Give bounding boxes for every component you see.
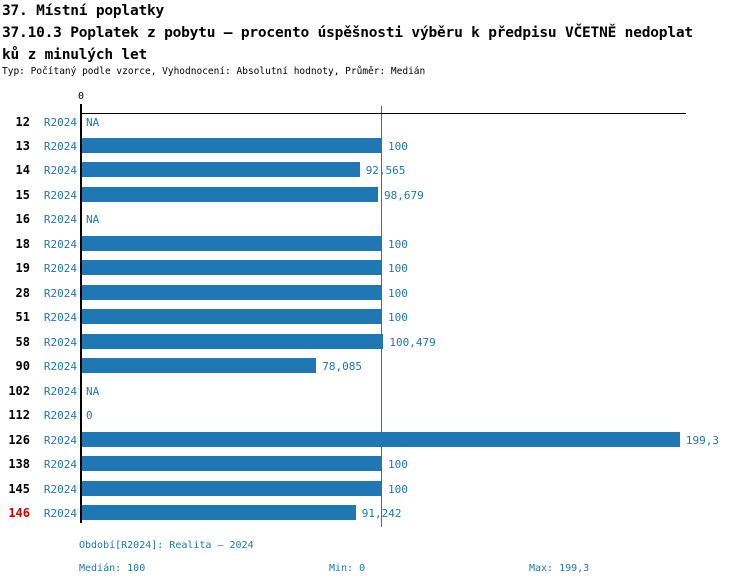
bar (82, 260, 382, 276)
page-title-line3: ků z minulých let (2, 47, 148, 63)
row-series-label: R2024 (43, 139, 77, 153)
footer-min-label: Min: 0 (329, 563, 366, 574)
row-series-label: R2024 (43, 213, 77, 227)
row-category-label: 145 (8, 481, 30, 496)
row-category-label: 58 (15, 334, 30, 349)
row-category-label: 16 (15, 212, 30, 227)
bar (82, 309, 382, 325)
value-label: 92,565 (365, 164, 406, 178)
chart-subtitle: Typ: Počítaný podle vzorce, Vyhodnocení:… (2, 66, 426, 77)
row-series-label: R2024 (43, 335, 77, 349)
row-category-label: 146 (8, 506, 30, 521)
value-label: 78,085 (322, 360, 362, 374)
row-category-label: 19 (15, 261, 30, 276)
row-series-label: R2024 (43, 384, 77, 398)
row-category-label: 12 (15, 114, 30, 129)
row-category-label: 90 (15, 359, 30, 374)
value-label: 100,479 (389, 335, 436, 349)
row-category-label: 102 (8, 383, 30, 398)
bar (82, 456, 382, 472)
page-title-line2: 37.10.3 Poplatek z pobytu – procento úsp… (2, 25, 693, 41)
value-label: 100 (388, 311, 408, 325)
row-category-label: 14 (15, 163, 30, 178)
bar (82, 284, 382, 300)
x-axis-line (80, 113, 686, 114)
x-axis-zero-tick-label: 0 (77, 91, 85, 102)
value-label: NA (86, 115, 100, 129)
value-label: 0 (86, 409, 93, 423)
row-series-label: R2024 (43, 286, 77, 300)
row-category-label: 15 (15, 187, 30, 202)
bar (82, 235, 382, 251)
value-label: 100 (388, 262, 408, 276)
row-series-label: R2024 (43, 360, 77, 374)
bar (82, 162, 360, 178)
value-label: 199,3 (685, 433, 720, 447)
row-series-label: R2024 (43, 507, 77, 521)
page-title-line1: 37. Místní poplatky (2, 3, 165, 19)
row-series-label: R2024 (43, 311, 77, 325)
footer-period-label: Období[R2024]: Realita – 2024 (79, 540, 254, 551)
value-label: 100 (388, 458, 408, 472)
row-series-label: R2024 (43, 409, 77, 423)
footer-max-label: Max: 199,3 (529, 563, 590, 574)
row-category-label: 28 (15, 285, 30, 300)
value-label: NA (86, 384, 100, 398)
footer-median-label: Medián: 100 (79, 563, 146, 574)
value-label: 100 (388, 237, 408, 251)
row-category-label: 126 (8, 432, 30, 447)
value-label: 100 (388, 286, 408, 300)
bar (82, 137, 382, 153)
row-series-label: R2024 (43, 433, 77, 447)
bar (82, 186, 379, 202)
row-series-label: R2024 (43, 164, 77, 178)
value-label: 100 (388, 482, 408, 496)
row-category-label: 51 (15, 310, 30, 325)
bar (82, 333, 384, 349)
row-category-label: 112 (8, 408, 30, 423)
row-series-label: R2024 (43, 237, 77, 251)
y-axis-line (80, 104, 82, 523)
row-series-label: R2024 (43, 262, 77, 276)
row-category-label: 138 (8, 457, 30, 472)
bar (82, 358, 317, 374)
row-series-label: R2024 (43, 458, 77, 472)
row-category-label: 13 (15, 138, 30, 153)
row-category-label: 18 (15, 236, 30, 251)
bar (82, 480, 382, 496)
row-series-label: R2024 (43, 115, 77, 129)
value-label: 98,679 (384, 188, 424, 202)
value-label: 91,242 (361, 507, 402, 521)
bar (82, 431, 680, 447)
row-series-label: R2024 (43, 482, 77, 496)
row-series-label: R2024 (43, 188, 77, 202)
bar (82, 505, 356, 521)
value-label: 100 (388, 139, 408, 153)
value-label: NA (86, 213, 100, 227)
